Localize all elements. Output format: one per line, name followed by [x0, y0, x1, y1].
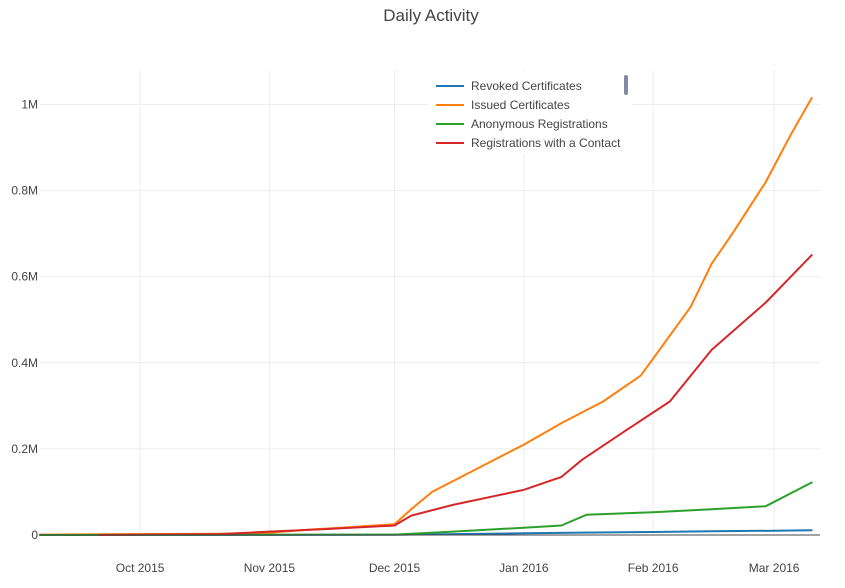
- y-tick-label: 0: [31, 528, 38, 542]
- x-tick-label: Feb 2016: [628, 561, 679, 575]
- legend[interactable]: Revoked Certificates Issued Certificates A…: [428, 72, 632, 154]
- y-tick-label: 1M: [21, 97, 38, 111]
- x-tick-label: Jan 2016: [499, 561, 549, 575]
- x-tick-label: Dec 2015: [369, 561, 421, 575]
- legend-scrollbar[interactable]: [624, 75, 628, 95]
- series-lines[interactable]: [39, 97, 813, 536]
- legend-item-label-1[interactable]: Issued Certificates: [471, 98, 570, 112]
- y-gridlines: [40, 103, 820, 450]
- y-tick-label: 0.8M: [11, 184, 38, 198]
- series-line-2[interactable]: [39, 481, 813, 536]
- x-axis-ticks: Oct 2015 Nov 2015 Dec 2015 Jan 2016 Feb 2016…: [116, 561, 800, 575]
- chart-title: Daily Activity: [383, 6, 479, 25]
- x-tick-label: Nov 2015: [244, 561, 296, 575]
- y-tick-label: 0.4M: [11, 356, 38, 370]
- legend-item-label-2[interactable]: Anonymous Registrations: [471, 117, 608, 131]
- series-line-3[interactable]: [97, 254, 813, 536]
- y-tick-label: 0.2M: [11, 442, 38, 456]
- y-tick-label: 0.6M: [11, 270, 38, 284]
- x-tick-label: Oct 2015: [116, 561, 165, 575]
- y-axis-ticks: 0 0.2M 0.4M 0.6M 0.8M 1M: [11, 97, 38, 542]
- legend-item-label-0[interactable]: Revoked Certificates: [471, 79, 582, 93]
- series-line-1[interactable]: [39, 97, 813, 536]
- x-tick-label: Mar 2016: [749, 561, 800, 575]
- x-gridlines: [139, 70, 775, 535]
- legend-item-label-3[interactable]: Registrations with a Contact: [471, 136, 621, 150]
